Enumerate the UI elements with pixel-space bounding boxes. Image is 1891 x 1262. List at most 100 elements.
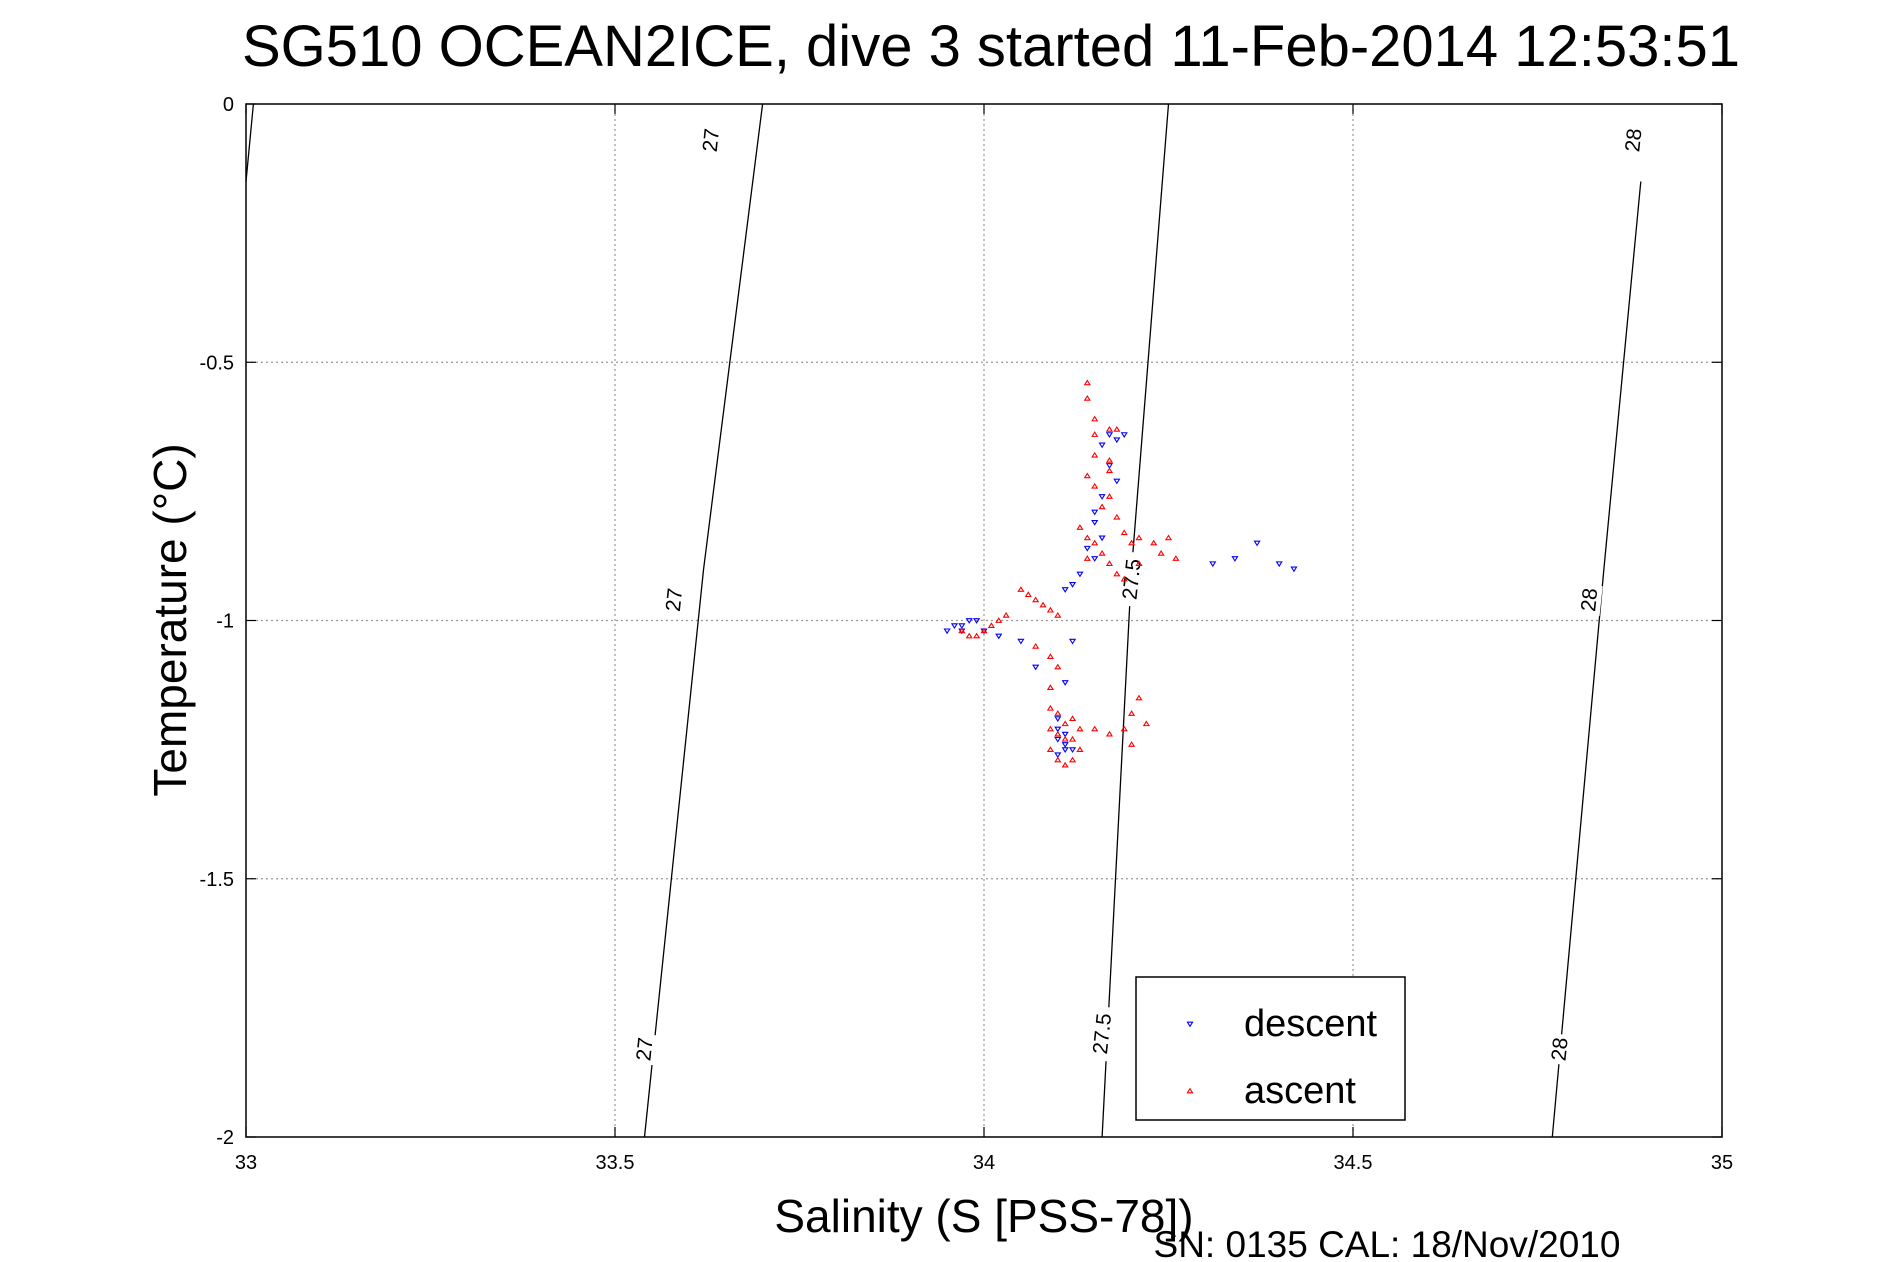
ascent-point xyxy=(1046,653,1055,660)
ascent-point xyxy=(1128,710,1136,716)
descent-point xyxy=(1061,747,1069,754)
contour-label-background xyxy=(1575,583,1603,616)
descent-point xyxy=(1113,437,1121,444)
descent-point xyxy=(1091,556,1099,562)
ascent-point xyxy=(1054,611,1062,618)
ascent-point xyxy=(1091,451,1099,458)
footer-calibration-note: SN: 0135 CAL: 18/Nov/2010 xyxy=(1154,1224,1621,1262)
x-tick-label: 33.5 xyxy=(596,1152,635,1174)
ascent-point xyxy=(1105,560,1114,567)
ascent-point xyxy=(1098,503,1106,510)
y-tick-label: -1 xyxy=(216,611,234,633)
ascent-point xyxy=(1046,684,1055,691)
y-axis-ticks: 0 -0.5 -1 -1.5 -2 xyxy=(200,94,1722,1149)
descent-point xyxy=(1105,432,1114,438)
x-axis-label: Salinity (S [PSS-78]) xyxy=(774,1190,1193,1242)
descent-point xyxy=(1054,726,1062,733)
ascent-point xyxy=(1142,720,1150,727)
contour-label: 28 xyxy=(1575,583,1603,616)
ascent-point xyxy=(1054,710,1062,716)
contour-label: 27.5 xyxy=(1087,1005,1117,1062)
descent-point xyxy=(1083,545,1091,552)
ascent-point xyxy=(1105,730,1114,737)
descent-point xyxy=(1091,509,1099,516)
ascent-point xyxy=(1032,642,1040,649)
ascent-point xyxy=(1098,549,1106,556)
descent-point xyxy=(958,623,966,630)
isopycnal-line xyxy=(1551,181,1642,1138)
ascent-point xyxy=(1054,756,1062,763)
contour-label: 27 xyxy=(660,583,688,616)
y-tick-label: 0 xyxy=(223,94,234,116)
descent-point xyxy=(1054,716,1062,723)
ascent-point xyxy=(1061,761,1069,768)
ascent-point xyxy=(1039,601,1047,608)
ascent-point xyxy=(1068,715,1077,722)
descent-point xyxy=(1054,736,1062,743)
descent-point xyxy=(1275,561,1283,568)
contour-label: 28 xyxy=(1619,124,1647,157)
contour-label-background xyxy=(660,583,688,616)
ascent-point xyxy=(1054,730,1062,737)
ascent-point xyxy=(1068,735,1077,742)
ascent-point xyxy=(1105,467,1114,474)
ascent-point xyxy=(1113,426,1121,432)
ascent-point xyxy=(995,617,1003,623)
ascent-point xyxy=(1128,741,1136,747)
descent-point xyxy=(1068,581,1077,588)
contour-label-text: 28 xyxy=(1621,127,1646,153)
ascent-point xyxy=(1105,426,1114,432)
ascent-point xyxy=(1076,725,1084,732)
legend-marker-descent xyxy=(1186,1021,1194,1028)
ascent-point xyxy=(1083,395,1091,401)
ascent-point xyxy=(987,622,995,629)
descent-point xyxy=(1253,540,1261,547)
contour-label: 27 xyxy=(630,1033,659,1066)
contour-label-text: 28 xyxy=(1547,1036,1572,1062)
descent-point xyxy=(1209,561,1217,568)
contour-label-text: 27.5 xyxy=(1089,1012,1116,1055)
descent-point xyxy=(1231,556,1239,562)
descent-point xyxy=(1113,478,1121,485)
descent-point xyxy=(1098,535,1106,542)
ascent-point xyxy=(1061,720,1069,727)
ascent-point xyxy=(1054,663,1062,670)
contour-label-background xyxy=(1619,124,1647,157)
isopycnal-line xyxy=(245,103,255,182)
ascent-point xyxy=(1135,694,1143,701)
descent-point xyxy=(1098,494,1106,500)
isopycnal-line xyxy=(643,103,764,1138)
y-tick-label: -0.5 xyxy=(200,352,234,374)
ascent-point xyxy=(1046,746,1055,752)
ascent-point xyxy=(1068,756,1077,763)
ascent-point xyxy=(1164,534,1173,541)
descent-point xyxy=(995,633,1003,640)
ascent-point xyxy=(1046,606,1055,613)
descent-point xyxy=(1054,752,1062,759)
descent-point xyxy=(1032,664,1040,671)
ascent-point xyxy=(1113,570,1121,577)
legend: descent ascent xyxy=(1135,976,1406,1121)
descent-point xyxy=(943,628,951,635)
ascent-point xyxy=(1150,539,1158,546)
legend-marker-ascent-symbol xyxy=(1186,1087,1194,1094)
legend-label-ascent: ascent xyxy=(1244,1070,1356,1112)
contour-label-background xyxy=(630,1033,659,1066)
contour-label-background xyxy=(697,124,725,157)
descent-point xyxy=(950,623,959,630)
contour-label-text: 27 xyxy=(662,587,687,613)
ascent-point xyxy=(1113,513,1121,520)
descent-point xyxy=(1076,571,1084,578)
ascent-point xyxy=(1017,586,1025,592)
x-tick-label: 34.5 xyxy=(1334,1152,1373,1174)
descent-point xyxy=(1061,587,1069,593)
ascent-point xyxy=(958,627,966,634)
ascent-point xyxy=(1076,524,1084,530)
descent-point xyxy=(1290,566,1298,573)
contour-label-text: 27 xyxy=(699,127,724,153)
ascent-point xyxy=(1046,704,1055,711)
ascent-point xyxy=(1002,611,1010,618)
descent-point xyxy=(965,618,973,624)
